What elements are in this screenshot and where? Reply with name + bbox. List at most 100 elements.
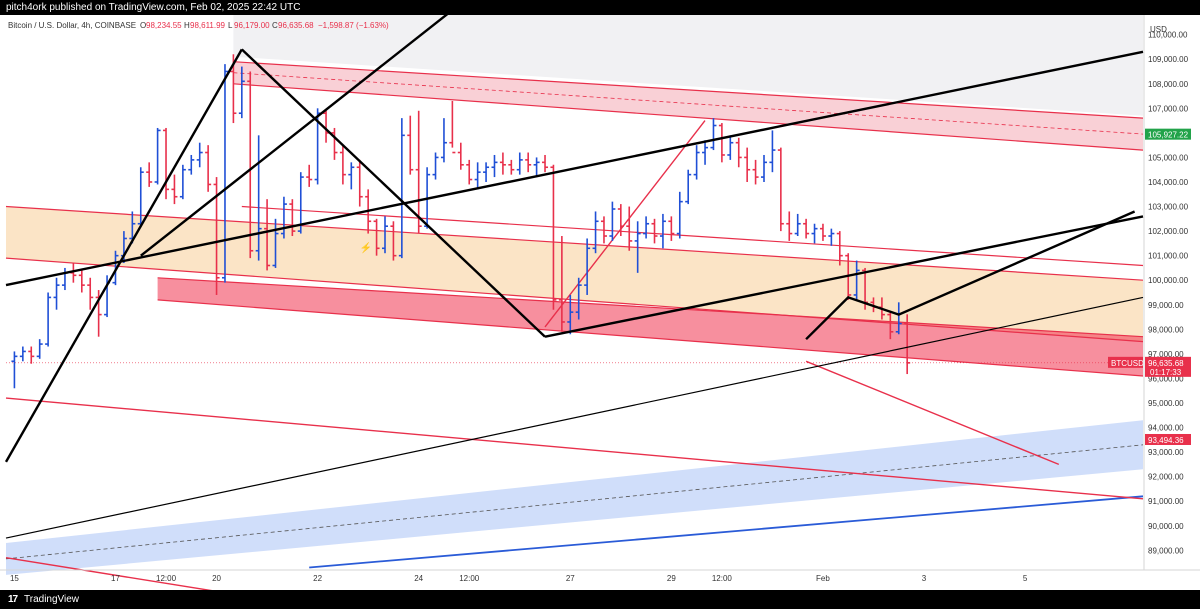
price-bar[interactable] (659, 213, 666, 249)
price-bar[interactable] (205, 145, 212, 192)
price-bar[interactable] (154, 127, 161, 185)
price-bar[interactable] (718, 123, 725, 163)
price-bar[interactable] (794, 213, 801, 237)
blue-trend-line[interactable] (309, 495, 1144, 569)
price-bar[interactable] (28, 346, 35, 364)
price-bar[interactable] (449, 100, 456, 154)
tradingview-logo[interactable]: 17 (8, 594, 18, 605)
price-bar[interactable] (735, 137, 742, 168)
price-bar[interactable] (264, 199, 271, 271)
price-bar[interactable] (819, 223, 826, 241)
price-bar[interactable] (558, 236, 565, 332)
price-bar[interactable] (626, 206, 633, 251)
price-bar[interactable] (171, 174, 178, 205)
event-icon[interactable]: ⚡ (360, 241, 372, 254)
price-bar[interactable] (112, 250, 119, 286)
price-bar[interactable] (769, 130, 776, 173)
price-bar[interactable] (836, 231, 843, 266)
price-bar[interactable] (895, 302, 902, 335)
black-trend-line-2[interactable] (4, 48, 243, 463)
price-bar[interactable] (761, 154, 767, 182)
price-bar[interactable] (491, 154, 498, 178)
price-bar[interactable] (87, 277, 94, 310)
price-bar[interactable] (685, 169, 692, 205)
price-bar[interactable] (289, 199, 296, 237)
price-bar[interactable] (744, 147, 751, 182)
price-bar[interactable] (163, 127, 170, 200)
price-bar[interactable] (390, 221, 397, 261)
symbol-tag-box[interactable] (1108, 356, 1143, 368)
price-bar[interactable] (887, 312, 894, 340)
price-bar[interactable] (221, 64, 228, 283)
price-bar[interactable] (752, 159, 759, 185)
red-descending-line[interactable] (5, 397, 1144, 500)
price-bar[interactable] (306, 164, 313, 187)
price-bar[interactable] (45, 292, 52, 347)
price-bar[interactable] (280, 196, 287, 239)
price-bar[interactable] (36, 339, 43, 359)
black-trend-line-4[interactable] (544, 215, 1144, 338)
price-bar[interactable] (137, 167, 144, 227)
price-bar[interactable] (457, 142, 464, 170)
price-bar[interactable] (508, 159, 515, 175)
tradingview-brand[interactable]: TradingView (24, 594, 80, 605)
upper-channel-top-line[interactable] (233, 61, 1144, 119)
red-short-line[interactable] (5, 557, 267, 590)
price-chart[interactable]: ⚡ USD 89,000.00 90,000.00 91,000.00 92,000.0… (0, 15, 1200, 590)
price-bar[interactable] (803, 218, 810, 239)
price-bar[interactable] (542, 154, 549, 173)
price-bar[interactable] (567, 294, 574, 335)
price-bar[interactable] (297, 172, 304, 234)
time-axis[interactable]: 15 17 12:00 20 22 24 12:00 27 29 12:00 Feb 3 5 (0, 569, 1200, 583)
blue-channel-mid-line[interactable] (5, 444, 1144, 560)
red-forecast-up-line[interactable] (544, 120, 706, 328)
price-bar[interactable] (727, 135, 734, 160)
price-bar[interactable] (786, 211, 793, 241)
price-bar[interactable] (196, 142, 203, 168)
price-bar[interactable] (575, 277, 582, 320)
price-label-box[interactable] (1145, 356, 1191, 377)
price-bar[interactable] (19, 346, 26, 362)
price-bar[interactable] (483, 162, 490, 182)
price-bar[interactable] (407, 115, 414, 175)
price-bar[interactable] (238, 66, 245, 119)
price-bar[interactable] (634, 221, 641, 273)
price-bar[interactable] (525, 152, 532, 173)
price-bar[interactable] (331, 127, 338, 160)
price-bar[interactable] (398, 118, 405, 259)
price-label-box[interactable] (1145, 128, 1191, 140)
price-bar[interactable] (550, 164, 557, 310)
red-forecast-down-line[interactable] (805, 360, 1060, 466)
price-bar[interactable] (904, 314, 911, 375)
red-zone-top-line[interactable] (157, 277, 1144, 338)
price-bar[interactable] (415, 110, 422, 234)
price-bar[interactable] (179, 164, 186, 200)
price-bar[interactable] (356, 159, 363, 207)
upper-channel-bottom-line[interactable] (233, 83, 1144, 151)
price-bar[interactable] (474, 162, 481, 190)
black-trend-line-5[interactable] (5, 296, 1144, 539)
price-bar[interactable] (348, 162, 355, 190)
price-bar[interactable] (466, 159, 473, 185)
price-bar[interactable] (592, 211, 599, 254)
price-bar[interactable] (373, 218, 380, 256)
black-trend-line-6[interactable] (140, 15, 453, 257)
price-bar[interactable] (643, 216, 650, 239)
orange-channel-bottom-line[interactable] (5, 257, 1144, 343)
orange-channel-top-line[interactable] (5, 205, 1144, 281)
price-bar[interactable] (188, 154, 195, 175)
red-upper-trend-line[interactable] (241, 205, 1144, 267)
price-bar[interactable] (811, 223, 818, 244)
price-bar[interactable] (382, 216, 388, 254)
price-bar[interactable] (777, 147, 784, 232)
price-bar[interactable] (78, 270, 85, 293)
price-bar[interactable] (600, 216, 607, 244)
price-bar[interactable] (693, 145, 700, 180)
price-bar[interactable] (247, 71, 254, 259)
price-bar[interactable] (516, 152, 523, 175)
price-bar[interactable] (853, 260, 860, 300)
price-bar[interactable] (533, 157, 540, 178)
price-bar[interactable] (609, 201, 616, 241)
black-trend-line-3[interactable] (240, 48, 546, 338)
price-bar[interactable] (129, 211, 136, 244)
